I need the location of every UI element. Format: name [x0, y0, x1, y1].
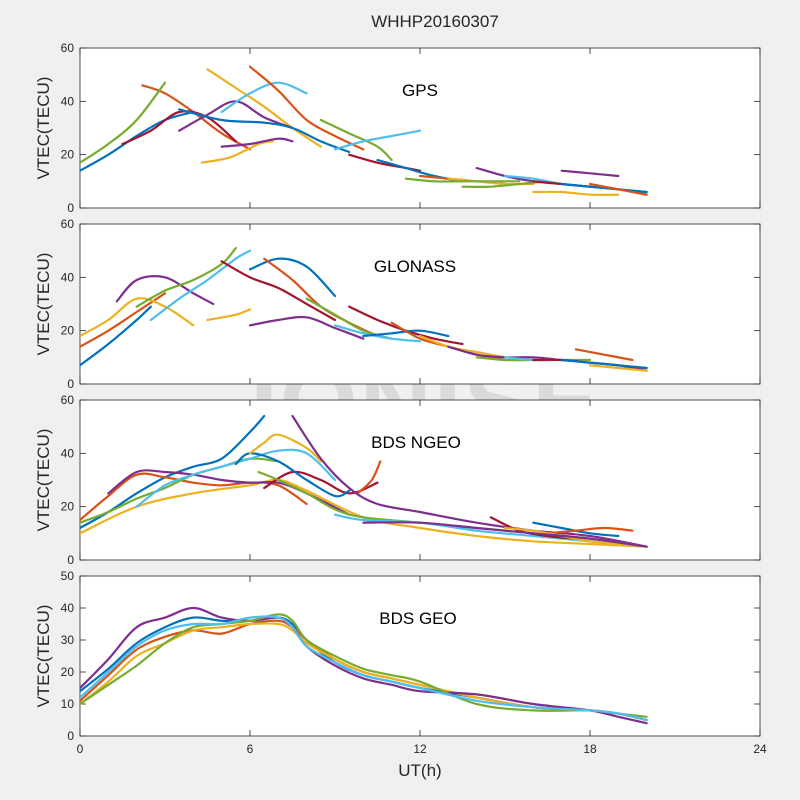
series-line-0-2	[206, 68, 322, 148]
y-axis-label: VTEC(TECU)	[34, 77, 53, 180]
series-line-1-21	[560, 358, 648, 370]
x-tick-label: 24	[753, 742, 767, 756]
series-line-1-23	[588, 364, 648, 372]
x-axis-label: UT(h)	[398, 761, 442, 780]
series-line-1-12	[333, 324, 422, 343]
series-line-2-15	[546, 526, 634, 535]
series-line-1-22	[574, 348, 634, 362]
series-line-0-11	[319, 118, 393, 162]
series-line-1-9	[206, 308, 252, 322]
series-line-1-3	[115, 275, 215, 306]
series-line-0-7	[178, 108, 351, 154]
series-line-2-16	[503, 526, 648, 548]
x-tick-label: 12	[413, 742, 427, 756]
series-line-1-6	[220, 260, 337, 322]
plot-area-0	[79, 47, 761, 209]
y-tick-label: 30	[61, 633, 75, 647]
y-axis-label: VTEC(TECU)	[34, 253, 53, 356]
series-line-0-0	[80, 110, 195, 172]
y-tick-label: 20	[61, 665, 75, 679]
y-tick-label: 40	[61, 270, 75, 284]
series-line-1-4	[135, 246, 237, 308]
series-line-3-4	[80, 613, 648, 718]
series-line-1-2	[80, 297, 195, 338]
series-line-1-0	[80, 305, 152, 367]
plot-area-1	[79, 223, 761, 385]
series-line-1-5	[149, 249, 252, 322]
series-line-2-9	[248, 433, 322, 463]
panel-label: BDS NGEO	[371, 433, 461, 452]
y-axis-label: VTEC(TECU)	[34, 605, 53, 708]
series-line-0-24	[560, 169, 620, 178]
series-line-0-4	[80, 81, 167, 164]
y-tick-label: 0	[67, 553, 74, 567]
series-line-1-7	[248, 257, 337, 298]
y-tick-label: 10	[61, 697, 75, 711]
series-line-0-22	[588, 182, 648, 196]
series-line-2-8	[356, 460, 382, 495]
y-tick-label: 40	[61, 94, 75, 108]
series-line-2-2	[80, 478, 648, 548]
y-tick-label: 60	[61, 393, 75, 407]
series-line-0-8	[248, 65, 365, 151]
y-tick-label: 50	[61, 569, 75, 583]
series-line-2-17	[362, 521, 648, 548]
x-tick-label: 18	[583, 742, 597, 756]
series-line-0-10	[220, 137, 294, 148]
y-tick-label: 40	[61, 601, 75, 615]
y-tick-label: 40	[61, 446, 75, 460]
figure-title: WHHP20160307	[371, 12, 499, 31]
series-line-0-6	[121, 110, 237, 146]
y-tick-label: 0	[67, 201, 74, 215]
plot-area-3	[79, 575, 761, 737]
x-tick-label: 0	[77, 742, 84, 756]
series-line-0-21	[560, 182, 648, 194]
y-tick-label: 60	[61, 217, 75, 231]
series-line-2-7	[234, 452, 351, 498]
series-line-1-10	[248, 315, 365, 340]
plot-area-2	[79, 399, 761, 561]
y-tick-label: 20	[61, 148, 75, 162]
series-line-0-5	[220, 81, 308, 114]
y-tick-label: 0	[67, 377, 74, 391]
series-line-2-10	[291, 414, 648, 548]
series-line-0-12	[333, 129, 422, 151]
series-line-3-5	[80, 615, 648, 722]
panel-label: GPS	[402, 81, 438, 100]
series-line-0-9	[200, 140, 274, 164]
series-line-0-23	[532, 190, 620, 196]
panel-label: BDS GEO	[379, 609, 456, 628]
y-tick-label: 0	[67, 729, 74, 743]
y-tick-label: 20	[61, 324, 75, 338]
y-tick-label: 60	[61, 41, 75, 55]
x-tick-label: 6	[247, 742, 254, 756]
series-line-0-25	[404, 177, 521, 183]
y-axis-label: VTEC(TECU)	[34, 429, 53, 532]
y-tick-label: 20	[61, 500, 75, 514]
panel-label: GLONASS	[374, 257, 456, 276]
